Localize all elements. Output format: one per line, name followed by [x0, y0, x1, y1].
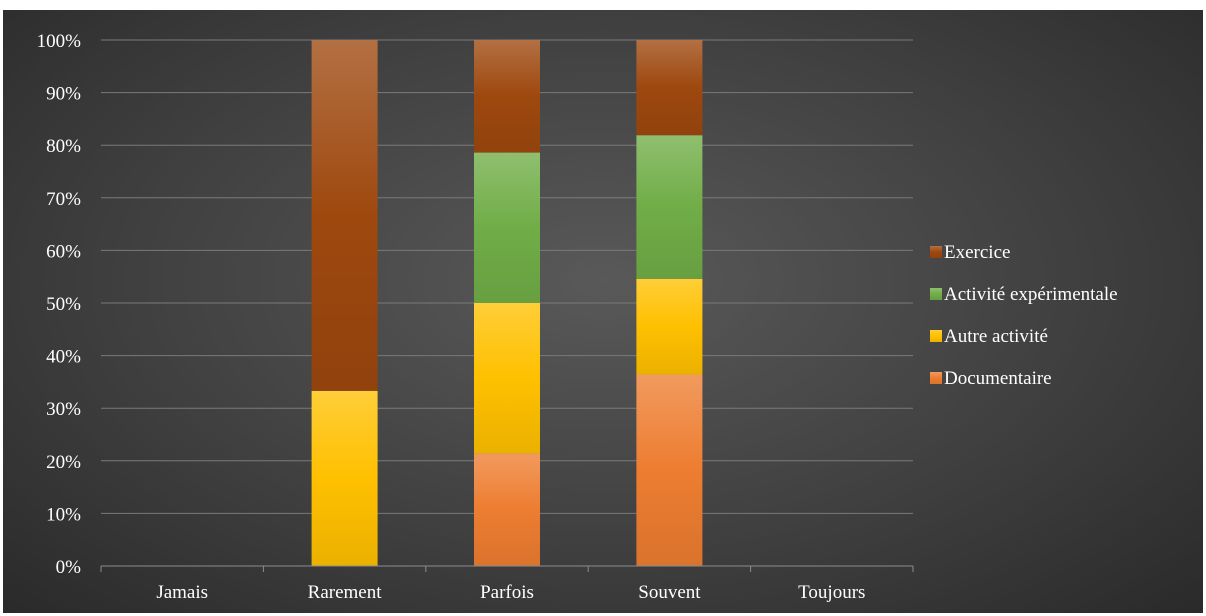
x-tick-label-rarement: Rarement [308, 582, 383, 603]
y-tick-label: 90% [46, 84, 81, 105]
bar-rarement-autre-activite [311, 390, 378, 566]
bar-parfois-exercice [474, 40, 540, 153]
legend: Exercice Activité expérimentale Autre acti… [930, 242, 1118, 389]
y-tick-label: 80% [46, 136, 81, 157]
axes [100, 565, 914, 572]
y-tick-label: 10% [46, 504, 81, 525]
bar-parfois-documentaire [474, 453, 540, 566]
legend-label-exercice: Exercice [944, 242, 1010, 263]
y-tick-label: 60% [46, 241, 81, 262]
legend-swatch-exercice [930, 246, 942, 258]
bar-souvent-exercice [636, 40, 703, 136]
bar-souvent-autre-activite [636, 278, 703, 375]
y-tick-label: 70% [46, 189, 81, 210]
x-tick-label-toujours: Toujours [798, 582, 865, 603]
legend-swatch-autre-activite [930, 330, 942, 342]
y-tick-label: 40% [46, 347, 81, 368]
bar-souvent-documentaire [636, 374, 703, 566]
bar-souvent-activite-experimentale [636, 135, 703, 279]
bar-rarement-exercice [311, 40, 378, 391]
x-tick-label-souvent: Souvent [638, 582, 701, 603]
y-axis-ticks: 0% 10% 20% 30% 40% 50% 60% 70% 80% 90% 100% [37, 31, 82, 578]
legend-label-autre-activite: Autre activité [944, 326, 1048, 347]
bar-parfois-activite-experimentale [474, 152, 540, 303]
y-tick-label: 30% [46, 399, 81, 420]
x-tick-label-parfois: Parfois [480, 582, 534, 603]
y-tick-label: 0% [56, 557, 82, 578]
legend-label-activite-experimentale: Activité expérimentale [944, 284, 1118, 305]
legend-label-documentaire: Documentaire [944, 368, 1052, 389]
y-tick-label: 50% [46, 294, 81, 315]
x-tick-label-jamais: Jamais [156, 582, 208, 603]
chart-area: 0% 10% 20% 30% 40% 50% 60% 70% 80% 90% 100% Jamais… [3, 10, 1203, 613]
bar-parfois-autre-activite [474, 303, 540, 454]
x-axis-ticks: Jamais Rarement Parfois Souvent Toujours [156, 582, 865, 603]
bars [311, 40, 703, 566]
legend-swatch-documentaire [930, 372, 942, 384]
y-tick-label: 20% [46, 452, 81, 473]
stacked-bar-chart: 0% 10% 20% 30% 40% 50% 60% 70% 80% 90% 100% Jamais… [37, 31, 1118, 603]
legend-swatch-activite-experimentale [930, 288, 942, 300]
y-tick-label: 100% [37, 31, 82, 52]
